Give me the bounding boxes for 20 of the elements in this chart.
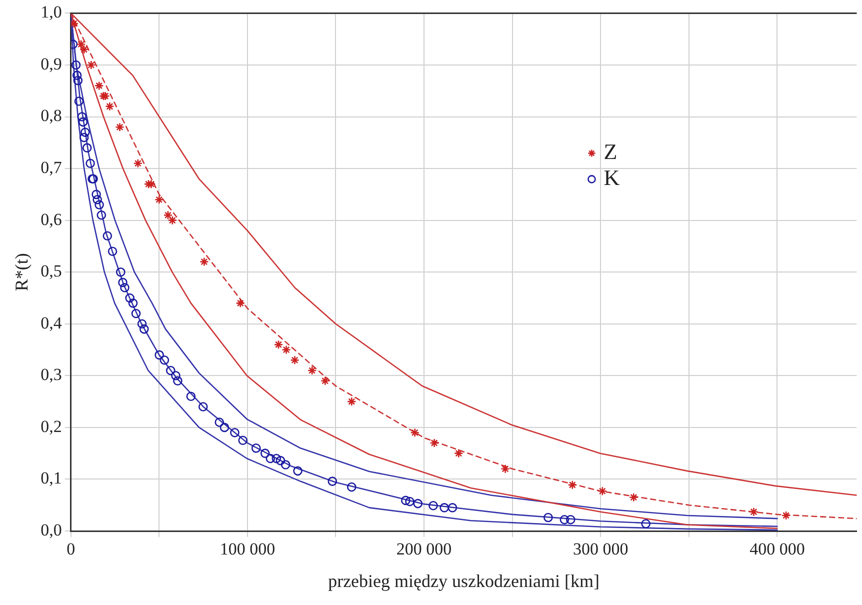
x-axis-title: przebieg między uszkodzeniami [km] [328,570,600,591]
x-tick-label: 200 000 [396,540,452,559]
x-tick-label: 0 [66,540,76,559]
y-tick-label: 0,4 [40,313,62,332]
y-tick-label: 0,7 [40,158,62,178]
y-tick-label: 0,8 [40,106,62,126]
y-tick-label: 0,5 [40,262,62,281]
y-tick-label: 0,3 [40,365,62,384]
x-tick-label: 300 000 [573,540,628,559]
y-tick-label: 0,2 [40,416,62,436]
y-axis-title: R*(t) [12,253,32,292]
legend-label: Z [604,138,618,164]
y-tick-label: 0,0 [40,520,62,540]
x-tick-label: 400 000 [750,540,805,559]
y-tick-label: 1,0 [40,2,62,22]
x-tick-label: 100 000 [220,540,276,559]
y-tick-label: 0,9 [40,54,62,74]
y-tick-label: 0,6 [40,210,62,229]
y-tick-label: 0,1 [40,468,62,488]
legend-label: K [604,164,620,190]
